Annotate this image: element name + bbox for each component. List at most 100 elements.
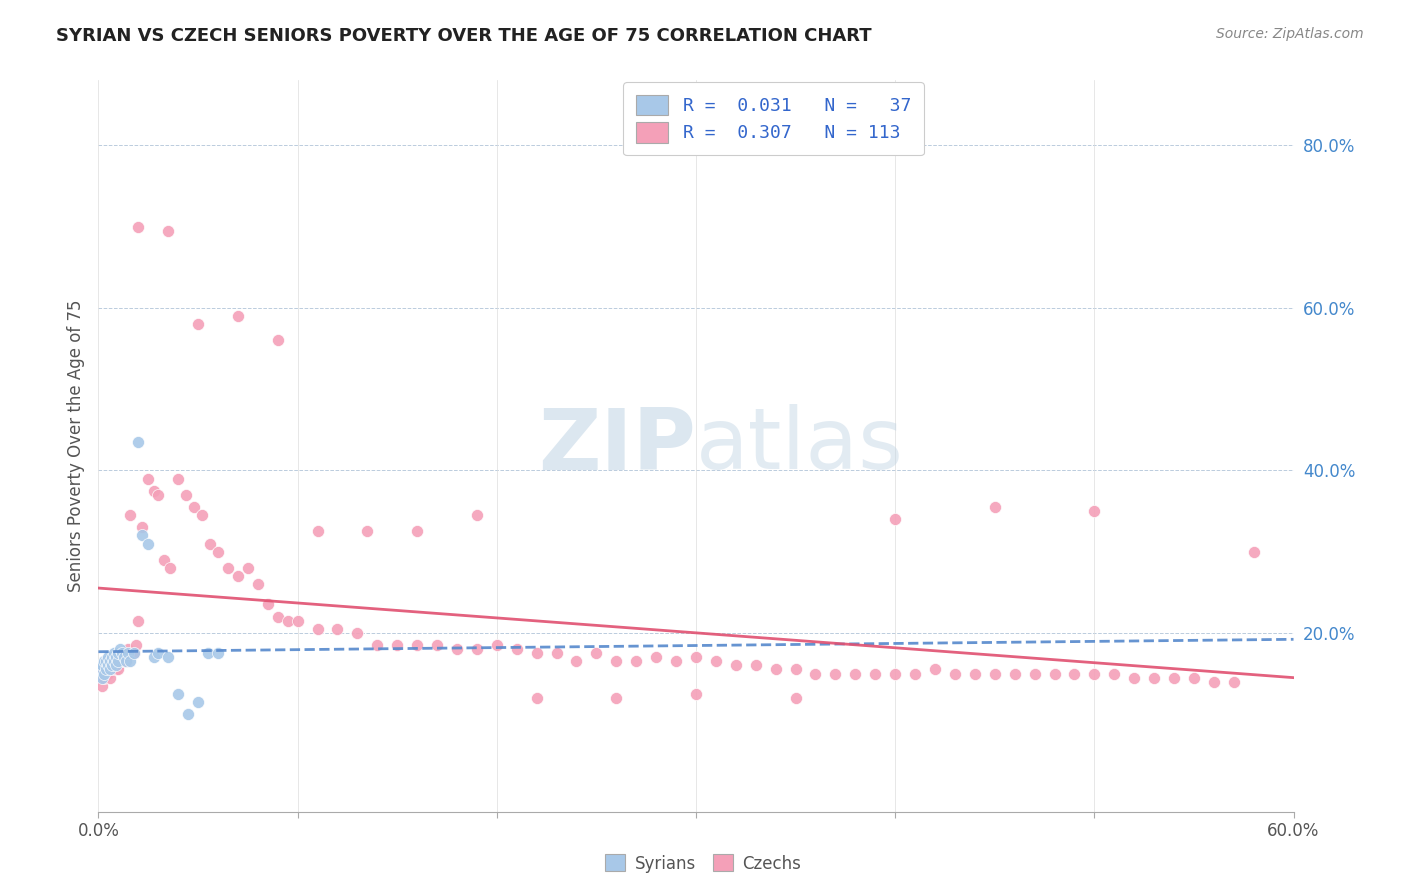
- Point: [112, 650, 135, 665]
- Point: [605, 654, 627, 668]
- Point: [131, 528, 153, 542]
- Point: [105, 658, 128, 673]
- Point: [307, 622, 329, 636]
- Point: [426, 638, 449, 652]
- Point: [884, 512, 907, 526]
- Point: [157, 224, 180, 238]
- Point: [924, 663, 946, 677]
- Point: [105, 663, 128, 677]
- Point: [1104, 666, 1126, 681]
- Point: [93, 658, 115, 673]
- Point: [107, 658, 129, 673]
- Point: [207, 544, 229, 558]
- Point: [93, 666, 115, 681]
- Point: [112, 646, 135, 660]
- Point: [110, 642, 132, 657]
- Point: [105, 654, 128, 668]
- Point: [148, 646, 170, 660]
- Point: [103, 654, 125, 668]
- Point: [107, 663, 129, 677]
- Point: [93, 671, 115, 685]
- Point: [91, 679, 114, 693]
- Point: [765, 663, 787, 677]
- Point: [1043, 666, 1066, 681]
- Point: [96, 663, 118, 677]
- Point: [105, 650, 128, 665]
- Point: [91, 658, 114, 673]
- Point: [704, 654, 727, 668]
- Point: [665, 654, 688, 668]
- Point: [107, 646, 129, 660]
- Point: [107, 654, 129, 668]
- Point: [167, 471, 190, 485]
- Point: [153, 553, 176, 567]
- Point: [366, 638, 388, 652]
- Y-axis label: Seniors Poverty Over the Age of 75: Seniors Poverty Over the Age of 75: [66, 300, 84, 592]
- Point: [127, 219, 149, 234]
- Point: [1163, 671, 1185, 685]
- Point: [1223, 674, 1246, 689]
- Point: [117, 646, 139, 660]
- Point: [177, 707, 200, 722]
- Point: [565, 654, 588, 668]
- Point: [111, 646, 134, 660]
- Point: [236, 561, 259, 575]
- Point: [97, 658, 120, 673]
- Point: [724, 658, 747, 673]
- Point: [103, 658, 125, 673]
- Point: [1063, 666, 1085, 681]
- Point: [506, 642, 529, 657]
- Point: [256, 598, 278, 612]
- Point: [585, 646, 607, 660]
- Point: [143, 483, 166, 498]
- Point: [984, 500, 1007, 514]
- Text: ZIP: ZIP: [538, 404, 696, 488]
- Point: [356, 524, 378, 539]
- Point: [1083, 504, 1105, 518]
- Point: [96, 654, 118, 668]
- Point: [121, 646, 143, 660]
- Point: [110, 646, 132, 660]
- Point: [207, 646, 229, 660]
- Point: [101, 650, 124, 665]
- Text: atlas: atlas: [696, 404, 904, 488]
- Point: [1083, 666, 1105, 681]
- Point: [1123, 671, 1146, 685]
- Point: [984, 666, 1007, 681]
- Point: [93, 654, 115, 668]
- Point: [267, 334, 290, 348]
- Point: [685, 687, 707, 701]
- Point: [187, 317, 209, 331]
- Point: [89, 671, 111, 685]
- Point: [91, 671, 114, 685]
- Point: [785, 663, 807, 677]
- Point: [125, 638, 148, 652]
- Point: [884, 666, 907, 681]
- Point: [745, 658, 768, 673]
- Point: [101, 654, 124, 668]
- Point: [98, 654, 122, 668]
- Point: [98, 671, 122, 685]
- Point: [124, 646, 146, 660]
- Point: [174, 488, 197, 502]
- Point: [526, 646, 548, 660]
- Text: Source: ZipAtlas.com: Source: ZipAtlas.com: [1216, 27, 1364, 41]
- Point: [89, 663, 111, 677]
- Point: [346, 626, 368, 640]
- Point: [246, 577, 269, 591]
- Point: [127, 434, 149, 449]
- Point: [645, 650, 668, 665]
- Point: [124, 646, 146, 660]
- Point: [804, 666, 827, 681]
- Point: [287, 614, 309, 628]
- Point: [605, 690, 627, 705]
- Point: [136, 471, 159, 485]
- Point: [465, 642, 488, 657]
- Point: [103, 646, 125, 660]
- Point: [844, 666, 866, 681]
- Point: [1202, 674, 1225, 689]
- Point: [226, 569, 249, 583]
- Point: [97, 650, 120, 665]
- Point: [117, 642, 139, 657]
- Legend: R =  0.031   N =   37, R =  0.307   N = 113: R = 0.031 N = 37, R = 0.307 N = 113: [623, 82, 924, 155]
